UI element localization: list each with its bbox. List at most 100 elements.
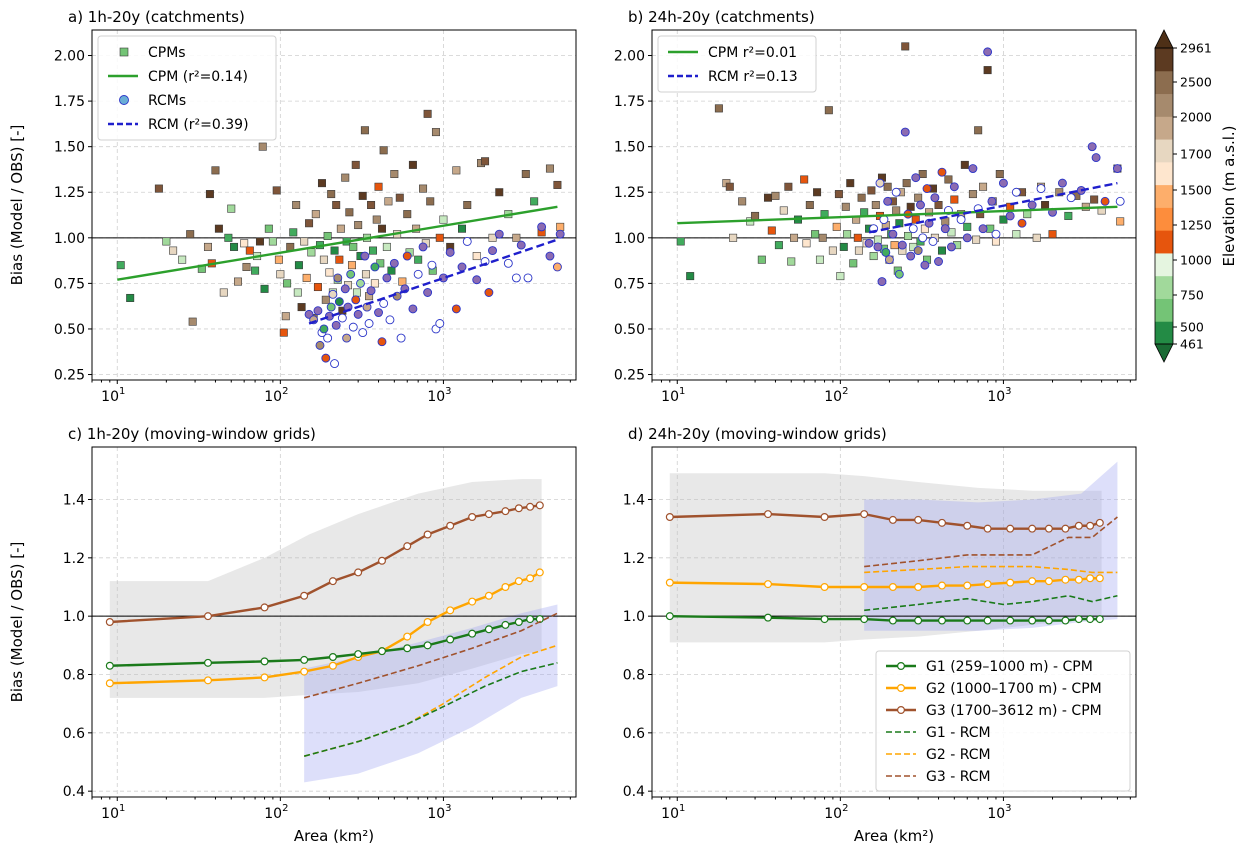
axes-frame [91,446,577,798]
cpm-point [325,268,334,277]
legend-label: RCM r²=0.13 [708,69,798,85]
colorbar-segment [1155,252,1173,277]
cpm-point [902,179,911,188]
rcm-point [978,224,988,234]
plot-content [92,479,576,783]
cpm-point [358,191,367,200]
y-axis-label: Bias (Model / OBS) [-] [8,125,26,286]
y-tick-label: 1.0 [63,609,85,625]
cpm-point [979,182,988,191]
cpm-point [452,166,461,175]
series-marker [1028,577,1037,586]
cpm-point [279,328,288,337]
x-tick-label: 101 [661,386,685,405]
series-marker [468,629,477,638]
panel-title: d) 24h-20y (moving-window grids) [628,425,887,443]
rcm-point [323,333,333,343]
series-line [109,617,540,667]
rcm-point [875,178,885,188]
cpm-point [369,246,378,255]
rcm-point [1087,142,1097,152]
rcm-point [334,297,344,307]
x-tick-exponent: 3 [1005,386,1011,397]
colorbar-segment [1155,298,1173,322]
series-marker [937,616,946,625]
colorbar-segment [1155,70,1173,95]
cpm-point [729,233,738,242]
cpm-point [203,242,212,251]
x-tick-label: 103 [427,803,451,822]
series-marker [484,625,493,634]
rcm-point [894,269,904,279]
cpm-point [395,193,404,202]
cpm-point [556,222,565,231]
cpm-point [205,190,214,199]
cpm-point [869,252,878,261]
cpm-point [779,206,788,215]
rcm-point [987,196,997,206]
y-tick-label: 2.00 [54,49,85,65]
rcm-point [1100,196,1110,206]
cpm-point [784,182,793,191]
rcm-point [881,247,891,257]
legend-label: RCM (r²=0.39) [148,117,249,133]
rcm-point [418,242,428,252]
series-marker [203,676,212,685]
y-tick-label: 1.25 [54,185,85,201]
x-tick-exponent: 2 [282,803,288,814]
cpm-point [349,242,358,251]
x-tick-exponent: 2 [282,386,288,397]
rcm-point [930,193,940,203]
series-marker [423,617,432,626]
cpm-point [154,184,163,193]
colorbar-segment [1155,321,1173,345]
rcm-point [392,291,402,301]
cpm-point [292,201,301,210]
cpm-point [276,270,285,279]
cpm-point [676,237,685,246]
series-marker [526,502,535,511]
series-marker [260,673,269,682]
cpm-point [178,255,187,264]
series-marker [983,524,992,533]
series-line [109,504,540,624]
series-marker [446,521,455,530]
rcm-point [511,273,521,283]
series-marker [820,512,829,521]
cpm-point [802,239,811,248]
rcm-point [451,304,461,314]
series-line [864,516,1118,568]
cpm-point [983,66,992,75]
x-tick-label: 103 [987,386,1011,405]
series-marker [403,542,412,551]
legend-marker-square [119,47,129,57]
series-marker [446,606,455,615]
y-tick-label: 0.6 [623,726,645,742]
x-tick-base: 10 [427,389,445,405]
series-marker [501,620,510,629]
cpm-point [920,224,929,233]
colorbar-tick-label: 2961 [1180,41,1212,56]
series-marker [203,612,212,621]
series-line [669,614,1100,622]
series-line [303,662,558,757]
legend-label: G1 (259–1000 m) - CPM [926,659,1093,675]
rcm-point [928,237,938,246]
rcm-point [408,304,418,314]
x-tick-label: 101 [661,803,685,822]
series-marker [860,582,869,591]
plot-content [652,42,1136,287]
cpm-point [336,224,345,233]
cpm-point [186,230,195,239]
cpm-point [815,255,824,264]
series-marker [937,581,946,590]
y-axis-label: Bias (Model / OBS) [-] [8,542,26,703]
rcm-point [328,289,338,299]
legend-label: CPM r²=0.01 [708,45,797,61]
series-marker [446,635,455,644]
plot-area [92,447,576,797]
cpm-point [317,179,326,188]
colorbar-label: Elevation (m a.s.l.) [1220,125,1238,266]
series-marker [914,582,923,591]
legend-marker [896,683,905,692]
